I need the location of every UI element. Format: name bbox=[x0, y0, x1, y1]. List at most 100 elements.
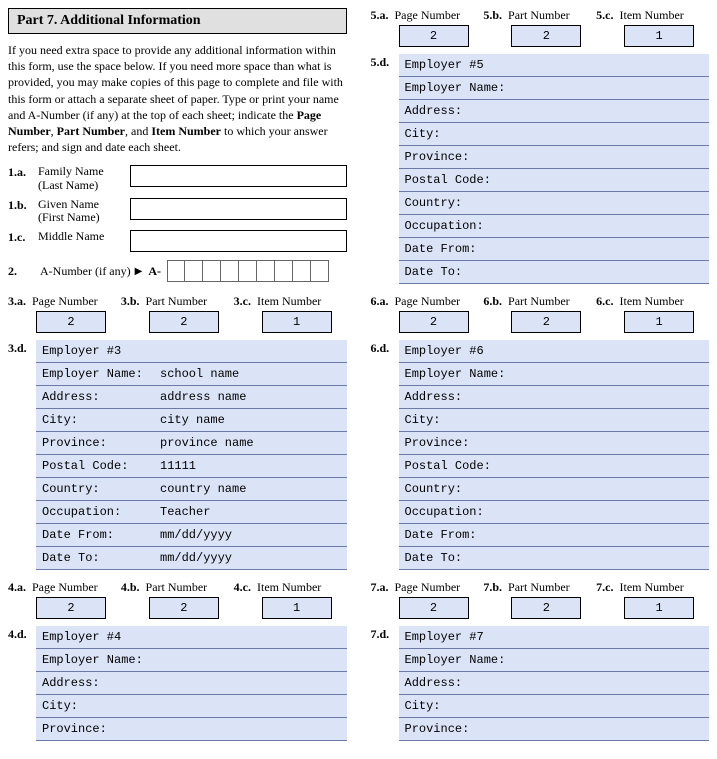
s6-item-input[interactable]: 1 bbox=[624, 311, 694, 333]
instr-text: If you need extra space to provide any a… bbox=[8, 43, 343, 122]
s4-part-input[interactable]: 2 bbox=[149, 597, 219, 619]
s6-page-input[interactable]: 2 bbox=[399, 311, 469, 333]
middle-label: Middle Name bbox=[38, 230, 124, 243]
field-value bbox=[523, 127, 704, 141]
family-idx: 1.a. bbox=[8, 165, 32, 180]
s7-page-input[interactable]: 2 bbox=[399, 597, 469, 619]
s4-item-input[interactable]: 1 bbox=[262, 597, 332, 619]
middle-idx: 1.c. bbox=[8, 230, 32, 245]
field-value bbox=[523, 505, 704, 519]
s7-c-idx: 7.c. bbox=[596, 580, 613, 595]
field-value: address name bbox=[160, 390, 341, 404]
s7-city[interactable]: City: bbox=[399, 695, 710, 718]
given-name-input[interactable] bbox=[130, 198, 347, 220]
s5-country[interactable]: Country: bbox=[399, 192, 710, 215]
s4-city[interactable]: City: bbox=[36, 695, 347, 718]
field-value bbox=[523, 482, 704, 496]
date-from-label: Date From: bbox=[405, 528, 523, 542]
s6-date-from[interactable]: Date From: bbox=[399, 524, 710, 547]
field-value: country name bbox=[160, 482, 341, 496]
s6-title: Employer #6 bbox=[399, 340, 710, 363]
s3-province[interactable]: Province:province name bbox=[36, 432, 347, 455]
s3-c-idx: 3.c. bbox=[234, 294, 251, 309]
s4-employer-name[interactable]: Employer Name: bbox=[36, 649, 347, 672]
s7-part-input[interactable]: 2 bbox=[511, 597, 581, 619]
s5-postal[interactable]: Postal Code: bbox=[399, 169, 710, 192]
trio-labels: 7.a.Page Number 7.b.Part Number 7.c.Item… bbox=[371, 580, 710, 595]
s5-date-to[interactable]: Date To: bbox=[399, 261, 710, 284]
s3-item-input[interactable]: 1 bbox=[262, 311, 332, 333]
trio-labels: 3.a.Page Number 3.b.Part Number 3.c.Item… bbox=[8, 294, 347, 309]
s6-c-idx: 6.c. bbox=[596, 294, 613, 309]
s5-page-input[interactable]: 2 bbox=[399, 25, 469, 47]
s7-address[interactable]: Address: bbox=[399, 672, 710, 695]
s6-date-to[interactable]: Date To: bbox=[399, 547, 710, 570]
s5-part-input[interactable]: 2 bbox=[511, 25, 581, 47]
part-number-label: Part Number bbox=[508, 294, 570, 309]
field-value bbox=[160, 722, 341, 736]
field-value bbox=[523, 242, 704, 256]
s5-city[interactable]: City: bbox=[399, 123, 710, 146]
trio-labels: 5.a.Page Number 5.b.Part Number 5.c.Item… bbox=[371, 8, 710, 23]
s3-date-from[interactable]: Date From:mm/dd/yyyy bbox=[36, 524, 347, 547]
family-label: Family Name (Last Name) bbox=[38, 165, 124, 191]
s6-province[interactable]: Province: bbox=[399, 432, 710, 455]
occupation-label: Occupation: bbox=[405, 219, 523, 233]
postal-label: Postal Code: bbox=[405, 459, 523, 473]
s3-page-input[interactable]: 2 bbox=[36, 311, 106, 333]
s5-item-input[interactable]: 1 bbox=[624, 25, 694, 47]
s6-b-idx: 6.b. bbox=[483, 294, 502, 309]
s5-occupation[interactable]: Occupation: bbox=[399, 215, 710, 238]
s6-country[interactable]: Country: bbox=[399, 478, 710, 501]
s6-city[interactable]: City: bbox=[399, 409, 710, 432]
instructions: If you need extra space to provide any a… bbox=[8, 42, 347, 155]
s4-page-input[interactable]: 2 bbox=[36, 597, 106, 619]
s6-employer-name[interactable]: Employer Name: bbox=[399, 363, 710, 386]
s3-employer-name[interactable]: Employer Name:school name bbox=[36, 363, 347, 386]
s3-city[interactable]: City:city name bbox=[36, 409, 347, 432]
item-number-label: Item Number bbox=[619, 8, 683, 23]
s5-date-from[interactable]: Date From: bbox=[399, 238, 710, 261]
s7-b-idx: 7.b. bbox=[483, 580, 502, 595]
field-value bbox=[523, 219, 704, 233]
s7-employer-name[interactable]: Employer Name: bbox=[399, 649, 710, 672]
s6-part-input[interactable]: 2 bbox=[511, 311, 581, 333]
s5-province[interactable]: Province: bbox=[399, 146, 710, 169]
field-value: province name bbox=[160, 436, 341, 450]
s3-postal[interactable]: Postal Code:11111 bbox=[36, 455, 347, 478]
s7-province[interactable]: Province: bbox=[399, 718, 710, 741]
city-label: City: bbox=[42, 699, 160, 713]
s5-address[interactable]: Address: bbox=[399, 100, 710, 123]
s3-occupation[interactable]: Occupation:Teacher bbox=[36, 501, 347, 524]
s4-address[interactable]: Address: bbox=[36, 672, 347, 695]
part-number-label: Part Number bbox=[508, 8, 570, 23]
s5-employer-name[interactable]: Employer Name: bbox=[399, 77, 710, 100]
s3-date-to[interactable]: Date To:mm/dd/yyyy bbox=[36, 547, 347, 570]
family-name-input[interactable] bbox=[130, 165, 347, 187]
s3-country[interactable]: Country:country name bbox=[36, 478, 347, 501]
s6-d-idx: 6.d. bbox=[371, 341, 399, 356]
s6-postal[interactable]: Postal Code: bbox=[399, 455, 710, 478]
field-value bbox=[523, 104, 704, 118]
section-7: 7.a.Page Number 7.b.Part Number 7.c.Item… bbox=[371, 580, 710, 741]
s6-occupation[interactable]: Occupation: bbox=[399, 501, 710, 524]
trio-inputs: 2 2 1 bbox=[8, 311, 347, 333]
a-number-input[interactable] bbox=[167, 260, 329, 282]
date-to-label: Date To: bbox=[405, 265, 523, 279]
trio-labels: 4.a.Page Number 4.b.Part Number 4.c.Item… bbox=[8, 580, 347, 595]
s6-address[interactable]: Address: bbox=[399, 386, 710, 409]
s4-province[interactable]: Province: bbox=[36, 718, 347, 741]
page-number-label: Page Number bbox=[32, 294, 98, 309]
s3-part-input[interactable]: 2 bbox=[149, 311, 219, 333]
field-value bbox=[523, 367, 704, 381]
arrow-icon: ▶ bbox=[135, 266, 143, 277]
s6-a-idx: 6.a. bbox=[371, 294, 389, 309]
address-label: Address: bbox=[405, 104, 523, 118]
middle-name-input[interactable] bbox=[130, 230, 347, 252]
s3-address[interactable]: Address:address name bbox=[36, 386, 347, 409]
page-number-label: Page Number bbox=[395, 294, 461, 309]
item-number-label: Item Number bbox=[257, 294, 321, 309]
date-from-label: Date From: bbox=[42, 528, 160, 542]
s7-item-input[interactable]: 1 bbox=[624, 597, 694, 619]
instr-bold-item: Item Number bbox=[151, 124, 221, 138]
